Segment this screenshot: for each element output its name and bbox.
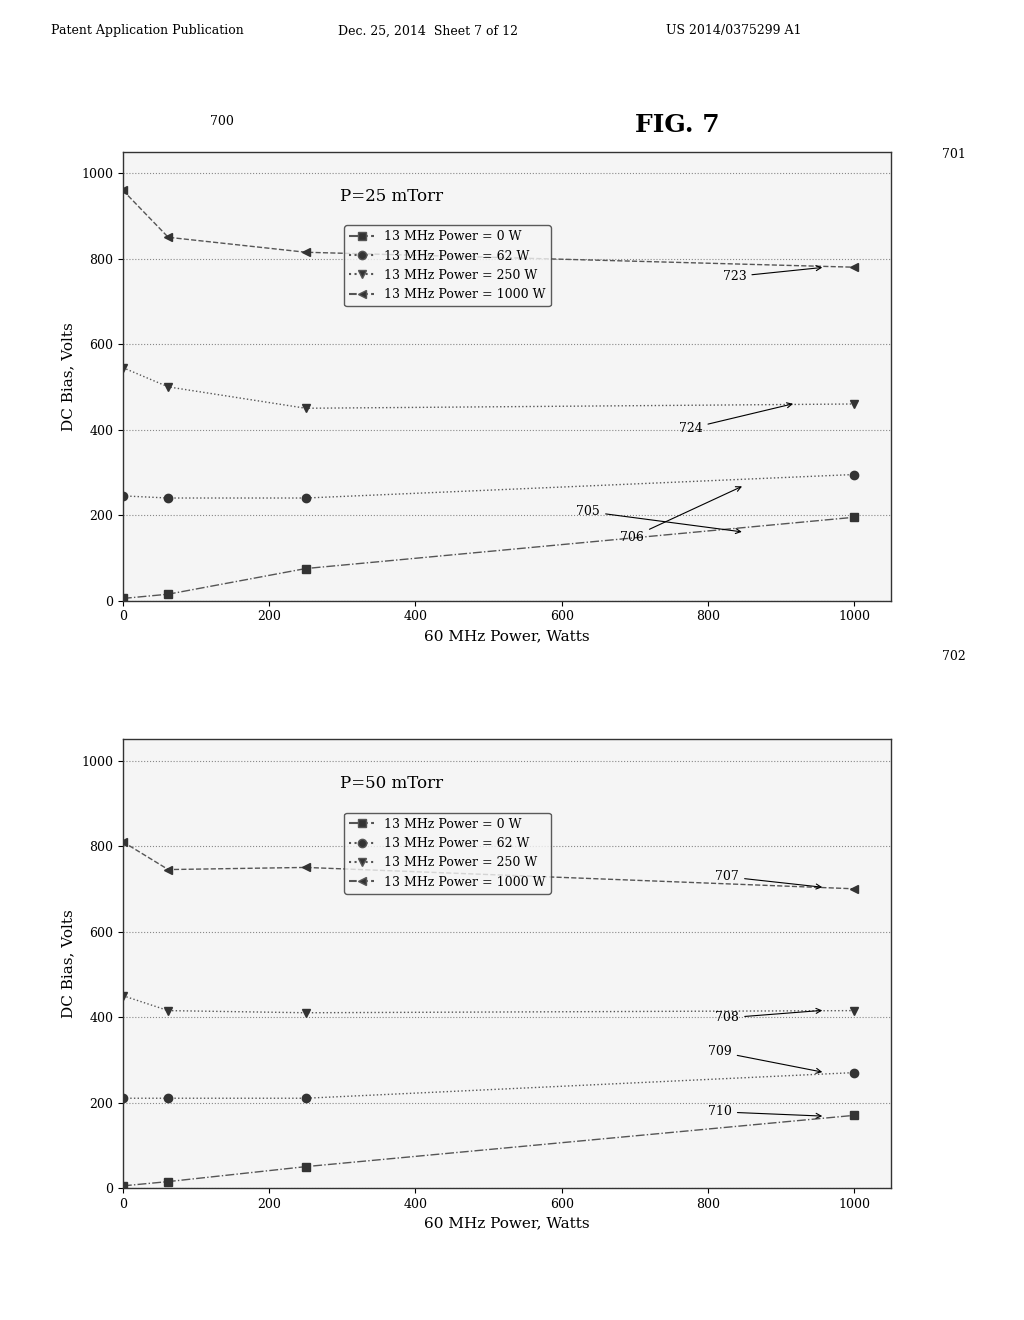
Text: 709: 709	[708, 1045, 821, 1073]
Y-axis label: DC Bias, Volts: DC Bias, Volts	[61, 322, 76, 430]
Text: 700: 700	[210, 115, 233, 128]
X-axis label: 60 MHz Power, Watts: 60 MHz Power, Watts	[424, 628, 590, 643]
Text: Patent Application Publication: Patent Application Publication	[51, 24, 244, 37]
Text: P=50 mTorr: P=50 mTorr	[340, 775, 443, 792]
Text: 701: 701	[942, 148, 966, 161]
Text: Dec. 25, 2014  Sheet 7 of 12: Dec. 25, 2014 Sheet 7 of 12	[338, 24, 518, 37]
Text: 705: 705	[577, 506, 740, 533]
X-axis label: 60 MHz Power, Watts: 60 MHz Power, Watts	[424, 1216, 590, 1230]
Text: 724: 724	[679, 403, 792, 434]
Y-axis label: DC Bias, Volts: DC Bias, Volts	[61, 909, 76, 1018]
Text: 723: 723	[723, 265, 821, 282]
Text: 707: 707	[716, 870, 821, 888]
Text: 710: 710	[708, 1105, 821, 1118]
Legend: 13 MHz Power = 0 W, 13 MHz Power = 62 W, 13 MHz Power = 250 W, 13 MHz Power = 10: 13 MHz Power = 0 W, 13 MHz Power = 62 W,…	[344, 813, 551, 894]
Text: 708: 708	[716, 1008, 821, 1024]
Text: P=25 mTorr: P=25 mTorr	[340, 187, 443, 205]
Legend: 13 MHz Power = 0 W, 13 MHz Power = 62 W, 13 MHz Power = 250 W, 13 MHz Power = 10: 13 MHz Power = 0 W, 13 MHz Power = 62 W,…	[344, 226, 551, 306]
Text: 702: 702	[942, 649, 966, 663]
Text: FIG. 7: FIG. 7	[635, 114, 720, 137]
Text: US 2014/0375299 A1: US 2014/0375299 A1	[666, 24, 801, 37]
Text: 706: 706	[621, 487, 741, 544]
